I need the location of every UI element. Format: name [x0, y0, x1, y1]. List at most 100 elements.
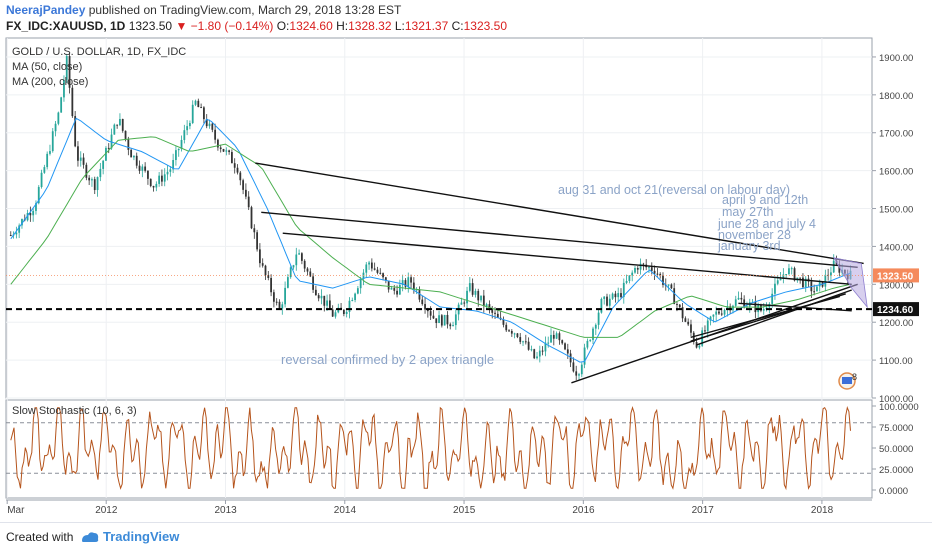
candle-body	[368, 262, 370, 265]
candle-body	[60, 97, 63, 113]
chart-area[interactable]: 1000.00 1100.00 1200.00 1300.00 1400.00 1500.…	[0, 36, 932, 522]
candle-body	[9, 235, 12, 237]
candle-body	[258, 249, 261, 264]
candle-body	[771, 293, 774, 304]
candle-body	[342, 309, 345, 315]
candle-body	[639, 263, 642, 270]
candle-body	[393, 288, 396, 291]
stochastic-line	[10, 405, 851, 491]
candle-body	[284, 287, 286, 305]
candle-body	[432, 315, 435, 319]
price-change: ▼ −1.80 (−0.14%)	[175, 19, 274, 33]
candle-body	[379, 272, 382, 274]
time-tick-label: 2015	[453, 505, 476, 516]
candle-body	[222, 149, 225, 152]
trend-line	[255, 162, 864, 265]
candle-body	[550, 334, 552, 343]
candle-body	[706, 320, 709, 332]
stoch-legend: Slow Stochastic (10, 6, 3)	[12, 405, 137, 417]
candle-body	[659, 273, 662, 276]
candle-body	[541, 350, 544, 352]
candle-body	[194, 100, 197, 105]
candle-body	[306, 268, 309, 272]
candle-body	[74, 116, 77, 147]
support-level-tag	[873, 302, 919, 317]
candle-body	[407, 277, 410, 287]
candle-body	[256, 232, 259, 250]
candle-body	[620, 293, 622, 298]
candle-body	[600, 298, 603, 313]
candle-body	[695, 342, 698, 348]
time-tick-label: 2016	[572, 505, 595, 516]
trend-line	[261, 211, 858, 268]
candle-body	[466, 290, 468, 304]
candle-body	[653, 270, 656, 274]
candle-body	[491, 307, 494, 313]
candle-body	[586, 340, 589, 348]
candle-body	[578, 374, 580, 376]
candle-body	[510, 330, 513, 334]
candle-body	[813, 291, 816, 293]
price-tick-label: 1300.00	[879, 280, 913, 291]
candle-body	[130, 149, 133, 158]
candle-body	[309, 271, 312, 277]
annotation-january: january 3rd	[717, 239, 781, 253]
idea-badge[interactable]: 8	[838, 372, 857, 390]
candle-body	[704, 330, 706, 332]
last-price-tag-label: 1323.50	[877, 271, 914, 282]
candle-body	[292, 265, 295, 268]
annotation-may: may 27th	[722, 205, 773, 219]
candle-body	[141, 166, 144, 171]
candle-body	[650, 267, 653, 271]
candle-body	[524, 341, 527, 343]
trend-line	[690, 295, 840, 339]
candle-body	[611, 293, 614, 299]
candle-body	[105, 147, 107, 161]
price-tick-label: 1000.00	[879, 394, 913, 405]
candle-body	[354, 293, 356, 301]
candle-body	[203, 107, 205, 120]
candle-body	[830, 272, 832, 276]
symbol-name[interactable]: FX_IDC:XAUUSD, 1D	[6, 19, 126, 33]
candle-body	[272, 292, 275, 302]
candle-body	[239, 172, 242, 181]
candle-body	[687, 321, 690, 325]
candle-body	[656, 273, 659, 275]
author-link[interactable]: NeerajPandey	[6, 3, 86, 17]
price-tick-label: 1600.00	[879, 167, 913, 178]
candle-body	[628, 275, 631, 282]
time-tick-label: 2013	[214, 505, 237, 516]
candle-body	[592, 328, 594, 340]
candle-body	[440, 315, 443, 326]
candle-body	[412, 282, 415, 290]
candle-body	[303, 260, 306, 269]
candle-body	[242, 180, 245, 190]
grid	[5, 37, 873, 501]
candle-body	[88, 177, 91, 181]
candle-body	[382, 273, 384, 278]
candle-body	[454, 314, 457, 326]
candle-body	[625, 281, 628, 283]
candle-body	[597, 312, 600, 325]
symbol-bar: FX_IDC:XAUUSD, 1D 1323.50 ▼ −1.80 (−0.14…	[6, 19, 507, 33]
candle-body	[219, 147, 222, 150]
candle-body	[662, 275, 664, 285]
candle-body	[709, 316, 712, 321]
candle-body	[345, 311, 348, 315]
candle-body	[384, 277, 387, 281]
candle-body	[580, 364, 583, 375]
candle-body	[236, 167, 239, 173]
candle-body	[121, 119, 124, 131]
candle-body	[107, 147, 110, 149]
candle-body	[410, 277, 412, 283]
candle-body	[172, 160, 175, 170]
candle-body	[793, 268, 796, 281]
tradingview-brand[interactable]: TradingView	[103, 529, 180, 544]
candle-body	[54, 123, 57, 132]
candle-body	[482, 295, 485, 307]
candle-body	[715, 311, 718, 315]
candle-body	[774, 283, 776, 294]
flag-fill	[842, 377, 852, 384]
candle-body	[480, 295, 482, 301]
candle-body	[463, 302, 466, 304]
